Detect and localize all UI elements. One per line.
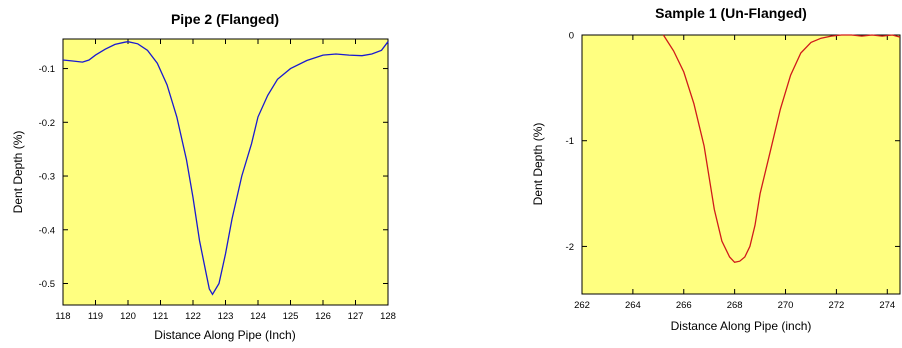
x-tick-label: 274: [879, 300, 895, 311]
x-axis-label: Distance Along Pipe (inch): [671, 319, 812, 333]
x-axis-label: Distance Along Pipe (Inch): [154, 328, 295, 342]
plot-area: [62, 38, 389, 306]
series-line-pipe-2: [62, 41, 389, 296]
x-tick-label: 119: [88, 311, 103, 322]
x-tick-label: 126: [315, 311, 331, 322]
y-axis-label: Dent Depth (%): [531, 123, 545, 206]
x-tick-label: 123: [218, 311, 234, 322]
y-tick-label: -0.2: [39, 118, 55, 129]
x-tick-label: 118: [55, 311, 70, 322]
x-tick-label: 121: [153, 311, 169, 322]
x-tick-label: 268: [727, 300, 743, 311]
plot-area: [581, 34, 901, 295]
y-tick-label: -0.5: [39, 279, 55, 290]
y-tick-label: -1: [566, 136, 574, 147]
x-tick-label: 125: [283, 311, 299, 322]
chart-pipe-2: Pipe 2 (Flanged) -0.1 -0.2 -0.3 -0.4 -0.5 11…: [11, 11, 396, 342]
x-tick-label: 262: [574, 300, 590, 311]
x-tick-label: 270: [778, 300, 794, 311]
y-axis-label: Dent Depth (%): [11, 131, 25, 214]
x-tick-label: 122: [185, 311, 201, 322]
x-tick-label: 266: [676, 300, 692, 311]
y-tick-label: -2: [566, 242, 574, 253]
chart-sample-1: Sample 1 (Un-Flanged) 0 -1 -2 262 264 266 268…: [531, 5, 901, 333]
x-tick-label: 272: [828, 300, 844, 311]
x-tick-label: 128: [380, 311, 396, 322]
x-tick-label: 264: [625, 300, 641, 311]
x-tick-label: 124: [250, 311, 266, 322]
chart-title: Sample 1 (Un-Flanged): [655, 5, 807, 21]
x-tick-label: 127: [348, 311, 364, 322]
x-tick-label: 120: [120, 311, 136, 322]
y-tick-label: 0: [569, 31, 574, 42]
y-tick-label: -0.1: [39, 64, 55, 75]
series-line-sample-1: [662, 34, 901, 264]
y-tick-label: -0.3: [39, 172, 55, 183]
y-tick-label: -0.4: [39, 225, 55, 236]
chart-title: Pipe 2 (Flanged): [171, 11, 279, 27]
